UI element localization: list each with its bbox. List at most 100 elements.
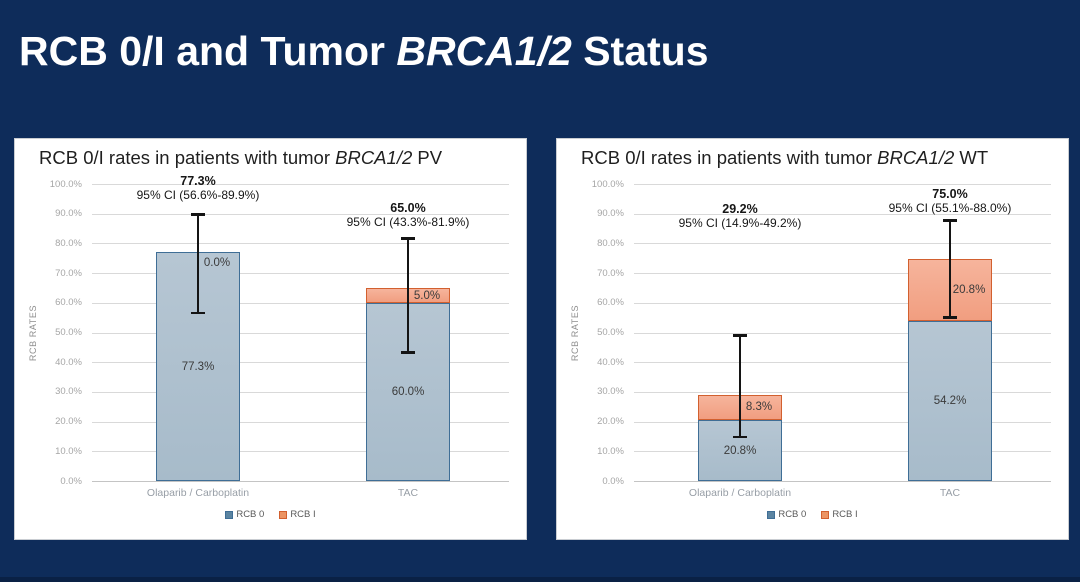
y-axis-tick-label: 40.0% (55, 356, 82, 368)
error-bar-cap-bottom (191, 311, 205, 315)
legend-item-rcb0: RCB 0 (225, 510, 264, 520)
chart-title: RCB 0/I rates in patients with tumor BRC… (39, 147, 442, 169)
slide-title: RCB 0/I and Tumor BRCA1/2 Status (19, 28, 709, 74)
legend-label: RCB 0 (236, 509, 265, 520)
total-rate-label: 29.2% (722, 202, 758, 216)
gridline (634, 213, 1051, 215)
error-bar-cap-top (401, 237, 415, 240)
gridline (92, 421, 509, 423)
y-axis-tick-label: 50.0% (597, 327, 624, 338)
legend-swatch-rcb1-icon (821, 511, 830, 519)
error-bar-line (739, 335, 741, 438)
y-axis-tick-label: 40.0% (597, 356, 624, 368)
gridline (634, 243, 1051, 245)
y-axis-tick-label: 10.0% (55, 445, 82, 457)
chart-panel-brca-wt: RCB 0/I rates in patients with tumor BRC… (556, 138, 1069, 540)
legend-item-rcb1: RCB I (821, 509, 858, 520)
gridline (92, 362, 509, 364)
slide-title-gene: BRCA1/2 (396, 28, 572, 74)
y-axis-tick-label: 0.0% (60, 475, 82, 487)
error-bar-cap-bottom (733, 435, 747, 439)
error-bar-cap-top (733, 334, 747, 337)
bar-label-rcb0: 77.3% (181, 360, 215, 373)
gridline (92, 213, 509, 215)
legend-item-rcb0: RCB 0 (767, 510, 806, 520)
legend-swatch-rcb0-icon (767, 511, 776, 519)
error-bar-cap-bottom (401, 351, 415, 354)
y-axis-tick-label: 70.0% (597, 267, 624, 279)
gridline (92, 273, 509, 275)
bar-label-rcb0: 54.2% (933, 395, 967, 407)
y-axis-tick-label: 70.0% (55, 267, 82, 279)
chart-title-prefix: RCB 0/I rates in patients with tumor (39, 147, 336, 168)
legend-swatch-rcb1-icon (279, 511, 288, 519)
error-bar-cap-bottom (943, 316, 957, 319)
error-bar-cap-top (943, 219, 957, 222)
total-rate-label: 77.3% (180, 174, 216, 188)
confidence-interval-label: 95% CI (43.3%-81.9%) (346, 215, 470, 229)
y-axis-tick-label: 100.0% (591, 178, 624, 190)
gridline (92, 302, 509, 304)
x-axis-category-label: Olaparib / Carboplatin (146, 487, 250, 499)
y-axis-tick-label: 50.0% (55, 327, 82, 338)
legend-item-rcb1: RCB I (279, 509, 316, 520)
total-rate-label: 65.0% (390, 201, 426, 215)
bar-segment-rcb0 (908, 320, 992, 482)
gridline (634, 421, 1051, 423)
gridline (92, 451, 509, 453)
error-bar-line (197, 214, 199, 314)
y-axis-title: RCB RATES (28, 304, 38, 362)
error-bar-line (949, 220, 951, 318)
legend-label: RCB I (832, 509, 858, 520)
y-axis-tick-label: 80.0% (597, 237, 624, 249)
y-axis-tick-label: 60.0% (55, 297, 82, 309)
chart-title-gene: BRCA1/2 (877, 147, 955, 168)
y-axis-tick-label: 90.0% (55, 208, 82, 220)
y-axis-tick-label: 90.0% (597, 208, 624, 220)
gridline (634, 451, 1051, 453)
x-axis-category-label: TAC (397, 487, 419, 499)
total-rate-label: 75.0% (932, 187, 968, 201)
chart-title: RCB 0/I rates in patients with tumor BRC… (581, 147, 988, 169)
x-axis-category-label: Olaparib / Carboplatin (688, 487, 792, 499)
legend-label: RCB I (290, 509, 316, 520)
bar-label-rcb1: 0.0% (203, 256, 231, 269)
slide-title-prefix: RCB 0/I and Tumor (19, 28, 397, 74)
chart-title-gene: BRCA1/2 (335, 147, 413, 168)
chart-title-suffix: WT (954, 147, 989, 168)
bar-label-rcb0: 60.0% (391, 386, 425, 399)
error-bar-line (407, 238, 409, 353)
slide-title-suffix: Status (571, 28, 709, 74)
chart-legend: RCB 0 RCB I (15, 510, 526, 520)
gridline (634, 184, 1051, 185)
gridline (92, 481, 509, 482)
gridline (92, 332, 509, 334)
y-axis-tick-label: 20.0% (597, 416, 624, 428)
y-axis-tick-label: 20.0% (55, 416, 82, 428)
bar-label-rcb1: 20.8% (952, 283, 986, 296)
y-axis-title: RCB RATES (570, 304, 580, 362)
gridline (634, 481, 1051, 482)
error-bar-cap-top (191, 213, 205, 216)
gridline (92, 391, 509, 393)
gridline (634, 302, 1051, 304)
bar-label-rcb1: 5.0% (413, 289, 441, 302)
gridline (92, 184, 509, 185)
chart-legend: RCB 0 RCB I (557, 510, 1068, 520)
chart-panel-brca-pv: RCB 0/I rates in patients with tumor BRC… (14, 138, 527, 540)
gridline (634, 391, 1051, 393)
legend-swatch-rcb0-icon (225, 511, 234, 519)
gridline (634, 362, 1051, 364)
confidence-interval-label: 95% CI (55.1%-88.0%) (888, 201, 1012, 215)
confidence-interval-label: 95% CI (14.9%-49.2%) (678, 216, 802, 230)
confidence-interval-label: 95% CI (56.6%-89.9%) (136, 188, 260, 202)
y-axis-tick-label: 60.0% (597, 297, 624, 309)
y-axis-tick-label: 10.0% (597, 445, 624, 457)
x-axis-category-label: TAC (939, 487, 961, 499)
legend-label: RCB 0 (778, 509, 807, 520)
y-axis-tick-label: 30.0% (597, 386, 624, 398)
bar-label-rcb1: 8.3% (745, 401, 773, 414)
chart-title-prefix: RCB 0/I rates in patients with tumor (581, 147, 878, 168)
gridline (634, 332, 1051, 334)
